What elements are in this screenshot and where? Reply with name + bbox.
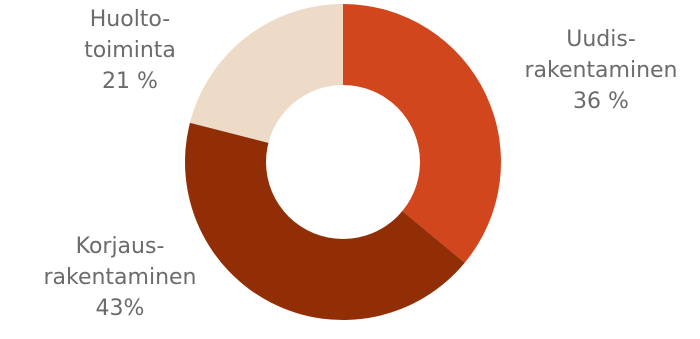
- label-value: 43%: [95, 296, 145, 321]
- label-value: 21 %: [102, 69, 158, 94]
- label-line: toiminta: [84, 38, 176, 63]
- label-korjausrakentaminen: Korjaus- rakentaminen 43%: [25, 231, 215, 324]
- label-line: Huolto-: [89, 7, 171, 32]
- label-huoltotoiminta: Huolto- toiminta 21 %: [60, 4, 200, 97]
- label-line: Korjaus-: [75, 234, 165, 259]
- label-uudisrakentaminen: Uudis- rakentaminen 36 %: [521, 24, 681, 117]
- donut-slice-0: [343, 4, 501, 263]
- donut-hole: [266, 85, 420, 239]
- label-line: rakentaminen: [43, 265, 197, 290]
- label-line: rakentaminen: [524, 58, 678, 83]
- label-line: Uudis-: [566, 27, 636, 52]
- label-value: 36 %: [573, 89, 629, 114]
